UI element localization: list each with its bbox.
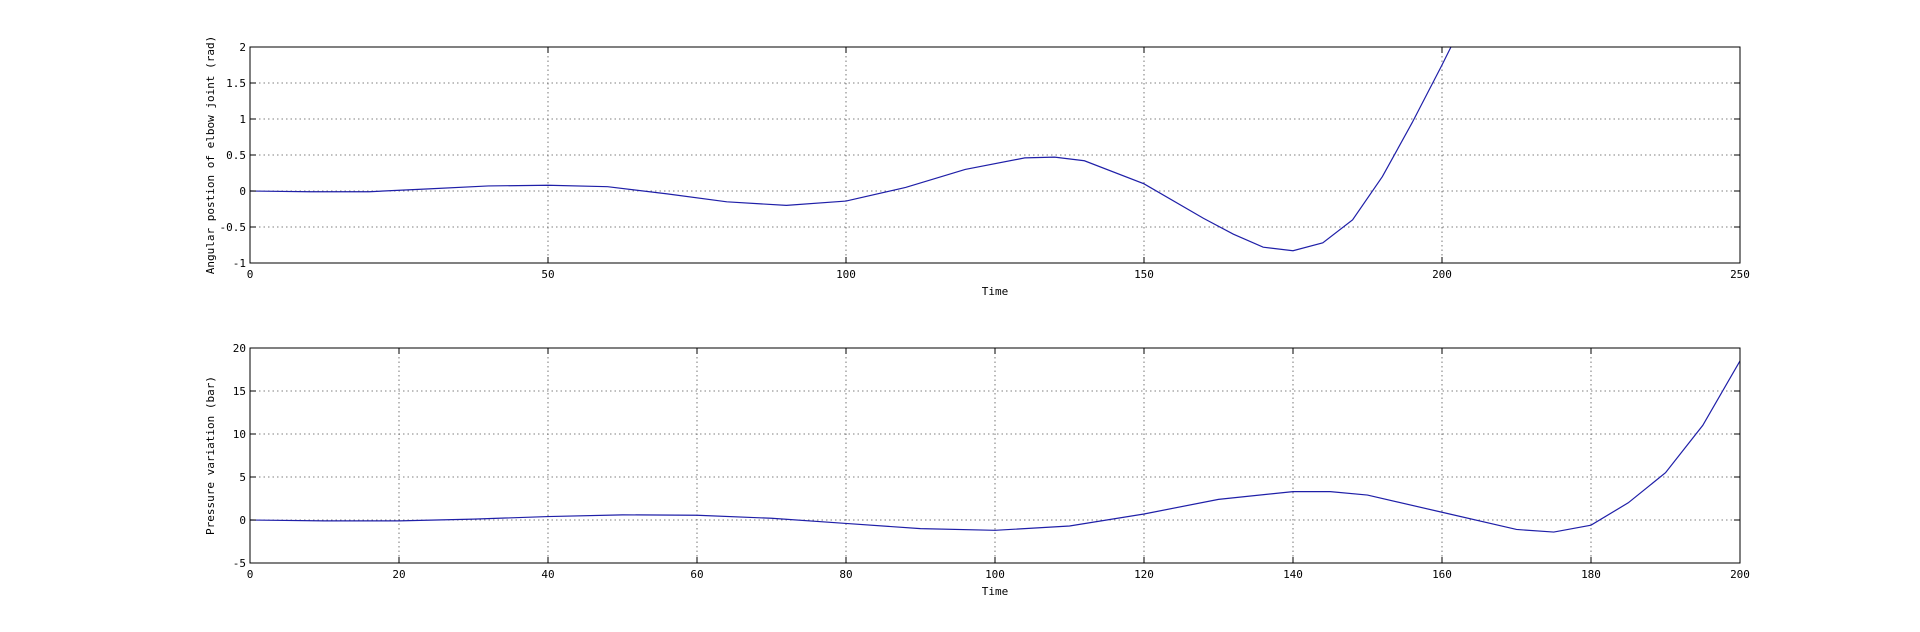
y-tick-label: 1.5 — [226, 77, 246, 90]
x-tick-label: 0 — [247, 568, 254, 581]
x-tick-label: 0 — [247, 268, 254, 281]
y-tick-label: 0 — [239, 514, 246, 527]
x-tick-label: 140 — [1283, 568, 1303, 581]
y-tick-label: 0.5 — [226, 149, 246, 162]
y-tick-label: 20 — [233, 342, 246, 355]
x-axis-label: Time — [982, 585, 1009, 598]
x-tick-label: 150 — [1134, 268, 1154, 281]
y-axis-label: Angular postion of elbow joint (rad) — [204, 36, 217, 274]
x-tick-label: 120 — [1134, 568, 1154, 581]
x-tick-label: 50 — [541, 268, 554, 281]
pressure-variation-chart: 0 20 40 60 80 100 120 140 160 180 200-505101520Tim… — [204, 342, 1750, 598]
y-tick-label: -1 — [233, 257, 246, 270]
series-line — [250, 47, 1452, 252]
x-tick-label: 180 — [1581, 568, 1601, 581]
x-tick-label: 100 — [836, 268, 856, 281]
y-tick-label: 5 — [239, 471, 246, 484]
x-tick-label: 100 — [985, 568, 1005, 581]
plot-area — [250, 348, 1740, 563]
x-tick-label: 40 — [541, 568, 554, 581]
y-tick-label: 10 — [233, 428, 246, 441]
x-tick-label: 200 — [1432, 268, 1452, 281]
x-tick-label: 80 — [839, 568, 852, 581]
elbow-angle-chart: 0 50 100 150 200 250 -1 -0.5 0 0.5 1 1.5 2 Time Angula… — [204, 36, 1750, 298]
y-tick-label: 0 — [239, 185, 246, 198]
x-tick-label: 20 — [392, 568, 405, 581]
x-axis-label: Time — [982, 285, 1009, 298]
y-tick-label: 1 — [239, 113, 246, 126]
y-axis-label: Pressure variation (bar) — [204, 376, 217, 535]
y-tick-label: -5 — [233, 557, 246, 570]
x-tick-label: 60 — [690, 568, 703, 581]
y-tick-label: 2 — [239, 41, 246, 54]
series-line — [250, 360, 1740, 533]
x-tick-label: 250 — [1730, 268, 1750, 281]
plot-area — [250, 47, 1740, 263]
y-tick-label: -0.5 — [220, 221, 247, 234]
x-tick-label: 160 — [1432, 568, 1452, 581]
y-tick-label: 15 — [233, 385, 246, 398]
x-tick-label: 200 — [1730, 568, 1750, 581]
